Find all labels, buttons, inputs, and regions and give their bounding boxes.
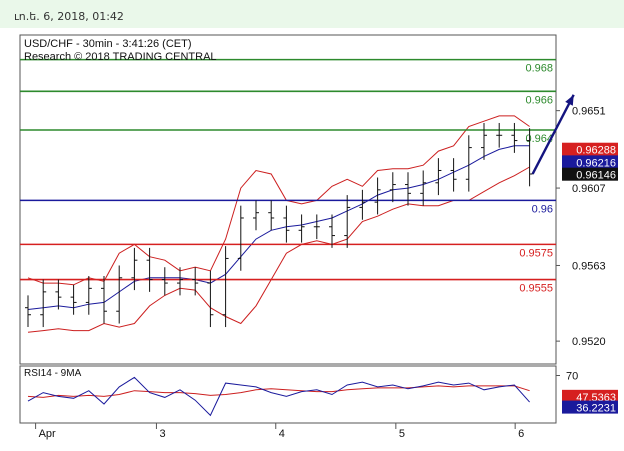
price-tick-label: 0.9607: [572, 183, 606, 195]
level-label: 0.9555: [519, 283, 553, 295]
price-badge: [562, 155, 618, 169]
level-label: 0.966: [525, 94, 553, 106]
header-date: ւn.ե. 6, 2018, 01:42: [14, 10, 124, 23]
price-panel: [19, 34, 557, 365]
price-badge: [562, 167, 618, 181]
rsi-badge-label: 36.2231: [576, 403, 616, 415]
rsi-panel: [19, 365, 557, 424]
header-strip: [0, 0, 624, 28]
rsi-tick-label: 70: [566, 371, 578, 383]
time-tick-label: 6: [518, 428, 524, 440]
price-tick-label: 0.9651: [572, 106, 606, 118]
projection-line: [531, 94, 575, 175]
rsi-badge: [562, 389, 618, 403]
bollinger-bands: [27, 115, 530, 333]
price-badge: [562, 142, 618, 156]
price-axis: 0.9651 0.9607 0.9563 0.9520 0.962880.962160.…: [556, 106, 618, 348]
level-label: 0.9575: [519, 247, 553, 259]
projection-arrowhead: [565, 94, 574, 106]
price-levels: 0.968 0.966 0.964 0.96 0.9575 0.9555: [20, 58, 556, 295]
time-tick-label: 3: [159, 428, 165, 440]
chart-title: USD/CHF - 30min - 3:41:26 (CET): [24, 38, 191, 50]
chart-subtitle: Research © 2018 TRADING CENTRAL: [24, 51, 217, 63]
price-tick-label: 0.9563: [572, 260, 606, 272]
projection-arrow: [531, 94, 575, 175]
middle-band: [27, 145, 530, 310]
time-tick-label: 5: [399, 428, 405, 440]
level-label: 0.968: [525, 63, 553, 75]
price-badge-label: 0.96146: [576, 170, 616, 182]
time-axis: Apr 3 4 5 6: [35, 423, 524, 440]
level-label: 0.96: [532, 203, 553, 215]
price-badge-label: 0.96288: [576, 145, 616, 157]
rsi-label: RSI14 - 9MA: [24, 368, 82, 379]
price-badge-label: 0.96216: [576, 157, 616, 169]
rsi-line: [27, 376, 530, 417]
lower-band: [27, 166, 530, 333]
time-tick-label: Apr: [39, 428, 56, 440]
upper-band: [27, 115, 530, 286]
price-tick-label: 0.9520: [572, 336, 606, 348]
candles: [25, 122, 533, 328]
time-tick-label: 4: [279, 428, 285, 440]
level-label: 0.964: [525, 133, 553, 145]
rsi-badge: [562, 400, 618, 414]
